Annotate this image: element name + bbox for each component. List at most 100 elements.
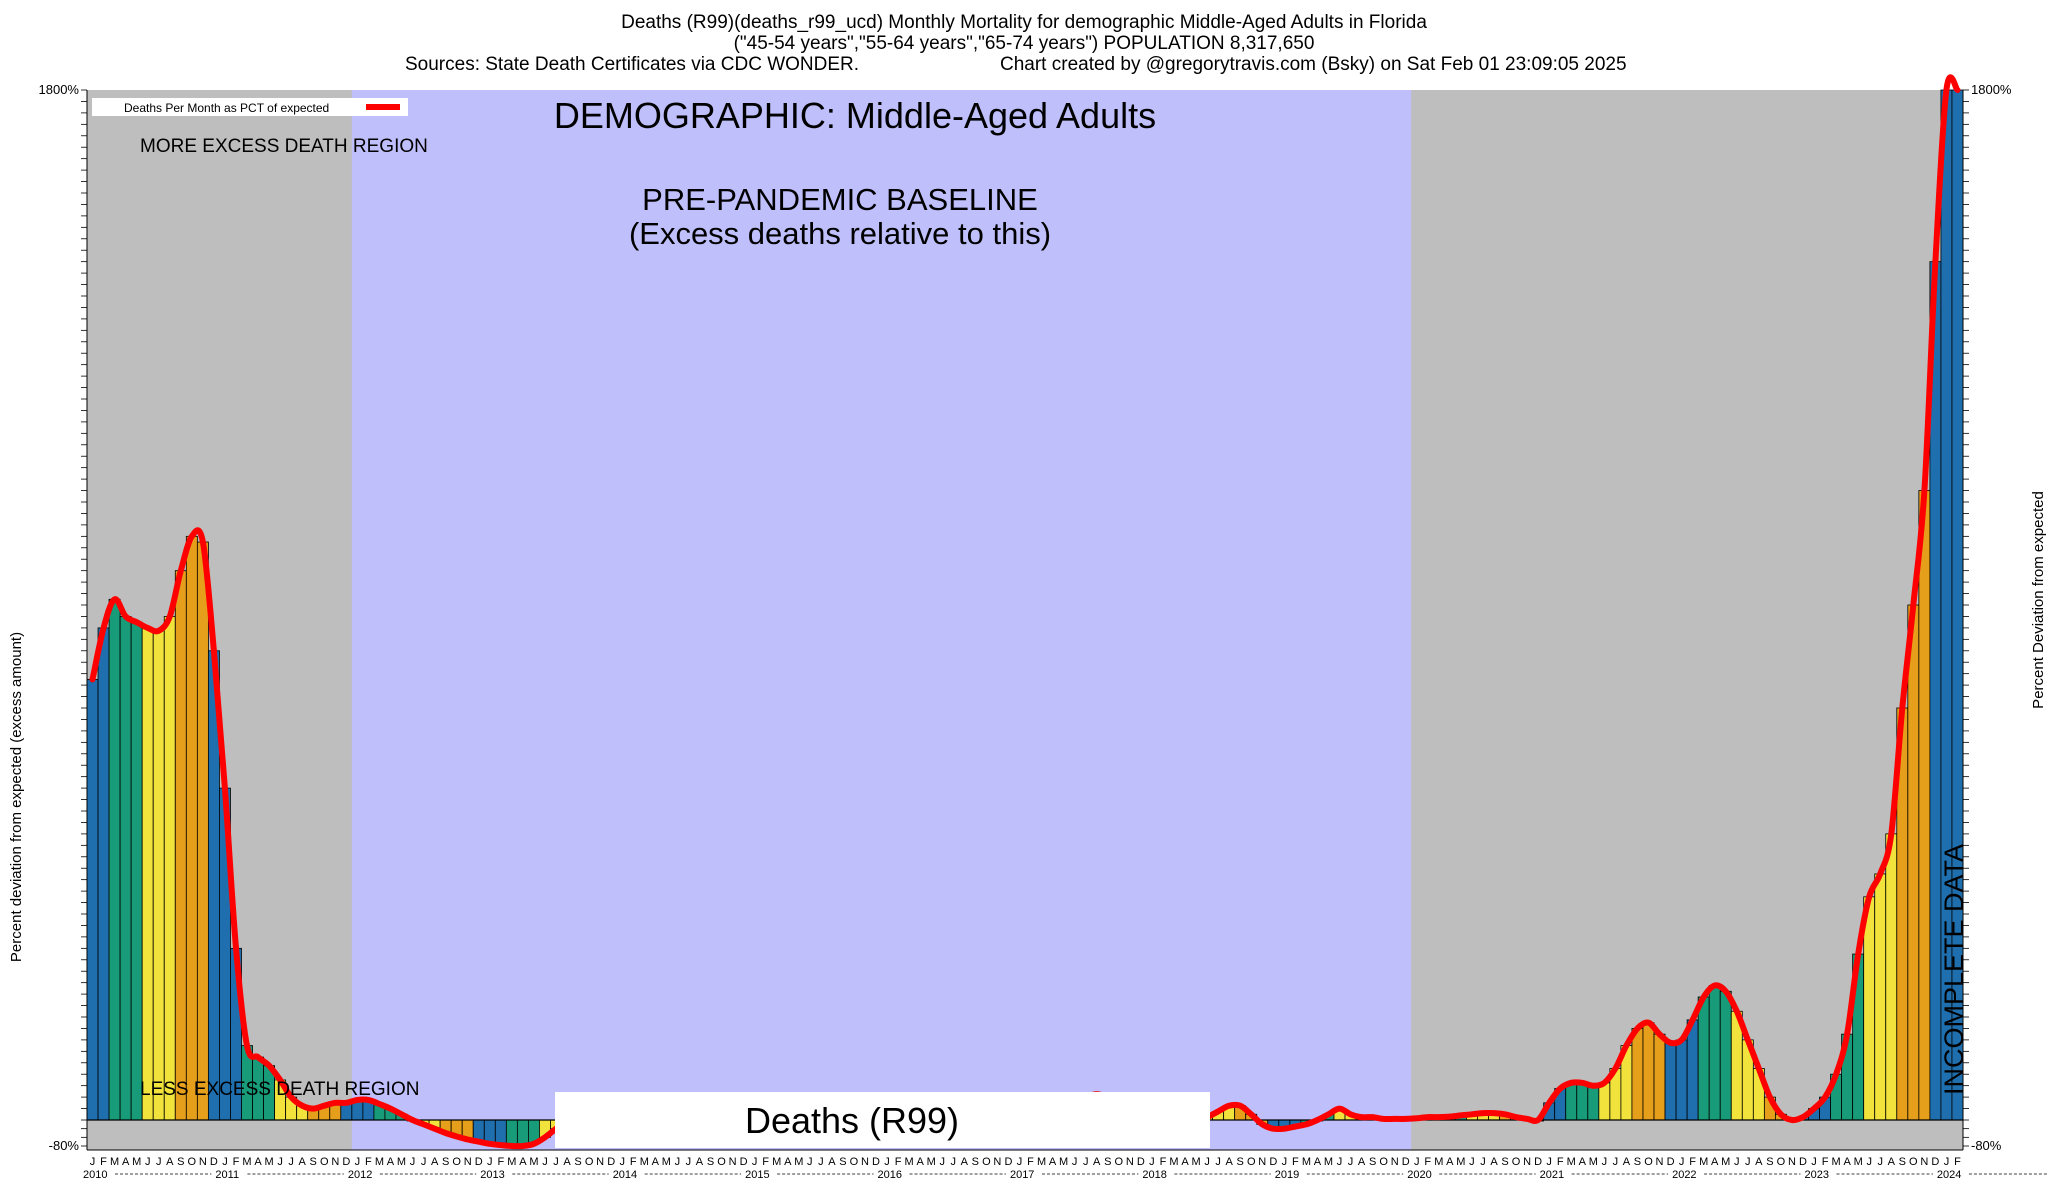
x-tick-label: S (972, 1156, 979, 1168)
x-tick-label: M (132, 1156, 141, 1168)
x-year-label: 2013 (480, 1169, 504, 1181)
incomplete-data-label: INCOMPLETE DATA (1939, 844, 1969, 1095)
more-excess-label: MORE EXCESS DEATH REGION (140, 136, 428, 157)
x-tick-label: D (210, 1156, 218, 1168)
x-tick-label: N (331, 1156, 339, 1168)
x-tick-label: D (872, 1156, 880, 1168)
x-tick-label: J (884, 1156, 890, 1168)
x-tick-label: A (652, 1156, 660, 1168)
x-tick-label: J (355, 1156, 361, 1168)
x-tick-label: S (442, 1156, 449, 1168)
x-tick-label: A (519, 1156, 527, 1168)
x-tick-label: O (585, 1156, 594, 1168)
x-tick-label: J (619, 1156, 625, 1168)
x-tick-label: F (1424, 1156, 1431, 1168)
bar (196, 541, 209, 1121)
bar (516, 1119, 529, 1147)
x-tick-label: N (1523, 1156, 1531, 1168)
x-tick-label: M (264, 1156, 273, 1168)
y-tick-label: 1800% (39, 82, 80, 97)
x-tick-label: M (1854, 1156, 1863, 1168)
bar (141, 627, 154, 1121)
bar (505, 1119, 518, 1147)
x-tick-label: O (717, 1156, 726, 1168)
x-tick-label: J (145, 1156, 151, 1168)
x-tick-label: A (1711, 1156, 1719, 1168)
chart-title: Deaths (R99)(deaths_r99_ucd) Monthly Mor… (621, 12, 1427, 33)
x-tick-label: F (762, 1156, 769, 1168)
x-tick-label: J (277, 1156, 283, 1168)
x-tick-label: A (961, 1156, 969, 1168)
x-tick-label: O (1115, 1156, 1124, 1168)
x-tick-label: D (740, 1156, 748, 1168)
x-tick-label: N (464, 1156, 472, 1168)
x-tick-label: F (1557, 1156, 1564, 1168)
x-tick-label: M (1589, 1156, 1598, 1168)
x-tick-label: D (1799, 1156, 1807, 1168)
x-tick-label: J (1613, 1156, 1619, 1168)
x-tick-label: M (242, 1156, 251, 1168)
x-tick-label: A (1623, 1156, 1631, 1168)
x-tick-label: J (1745, 1156, 1751, 1168)
x-tick-label: F (100, 1156, 107, 1168)
bar (152, 630, 165, 1121)
x-tick-label: A (1755, 1156, 1763, 1168)
x-tick-label: A (1225, 1156, 1233, 1168)
y-tick-label: 1800% (1971, 82, 2012, 97)
y-axis-right: 1800% -80% (1962, 82, 2012, 1153)
x-tick-label: S (839, 1156, 846, 1168)
x-tick-label: J (1149, 1156, 1155, 1168)
x-tick-label: M (1832, 1156, 1841, 1168)
x-year-label: 2019 (1275, 1169, 1299, 1181)
x-tick-label: F (1160, 1156, 1167, 1168)
bar (1576, 1082, 1589, 1121)
x-tick-label: M (1434, 1156, 1443, 1168)
x-tick-label: J (1083, 1156, 1089, 1168)
x-tick-label: A (1888, 1156, 1896, 1168)
x-tick-label: M (640, 1156, 649, 1168)
x-tick-label: J (1072, 1156, 1078, 1168)
x-tick-label: F (1292, 1156, 1299, 1168)
x-tick-label: D (1667, 1156, 1675, 1168)
x-tick-label: J (1215, 1156, 1221, 1168)
x-tick-label: M (1456, 1156, 1465, 1168)
x-year-label: 2018 (1142, 1169, 1166, 1181)
x-tick-label: S (1104, 1156, 1111, 1168)
x-tick-label: N (1391, 1156, 1399, 1168)
x-tick-label: J (487, 1156, 493, 1168)
bar (119, 616, 132, 1121)
x-tick-label: D (1402, 1156, 1410, 1168)
x-tick-label: F (233, 1156, 240, 1168)
x-tick-label: N (1788, 1156, 1796, 1168)
x-year-label: 2020 (1407, 1169, 1431, 1181)
bar (1708, 985, 1721, 1121)
x-tick-label: J (818, 1156, 824, 1168)
demographic-title: DEMOGRAPHIC: Middle-Aged Adults (554, 95, 1156, 136)
x-tick-label: M (507, 1156, 516, 1168)
bar (108, 598, 121, 1121)
x-tick-label: J (675, 1156, 681, 1168)
x-tick-label: M (927, 1156, 936, 1168)
x-tick-label: F (497, 1156, 504, 1168)
bar (1565, 1082, 1578, 1121)
series-label-box (555, 1092, 1210, 1148)
x-tick-label: M (110, 1156, 119, 1168)
x-tick-label: O (1909, 1156, 1918, 1168)
x-tick-label: J (156, 1156, 162, 1168)
x-tick-label: O (320, 1156, 329, 1168)
bar (1675, 1039, 1688, 1121)
bar (1918, 490, 1931, 1121)
x-tick-label: J (1017, 1156, 1023, 1168)
x-tick-label: D (607, 1156, 615, 1168)
x-tick-label: S (1501, 1156, 1508, 1168)
bar (86, 678, 99, 1121)
x-year-label: 2022 (1672, 1169, 1696, 1181)
x-tick-label: J (1480, 1156, 1486, 1168)
x-tick-label: A (431, 1156, 439, 1168)
x-tick-label: J (1414, 1156, 1420, 1168)
bar (174, 570, 187, 1121)
legend-box (92, 98, 408, 116)
x-tick-label: A (1490, 1156, 1498, 1168)
x-tick-label: A (254, 1156, 262, 1168)
x-tick-label: J (1282, 1156, 1288, 1168)
